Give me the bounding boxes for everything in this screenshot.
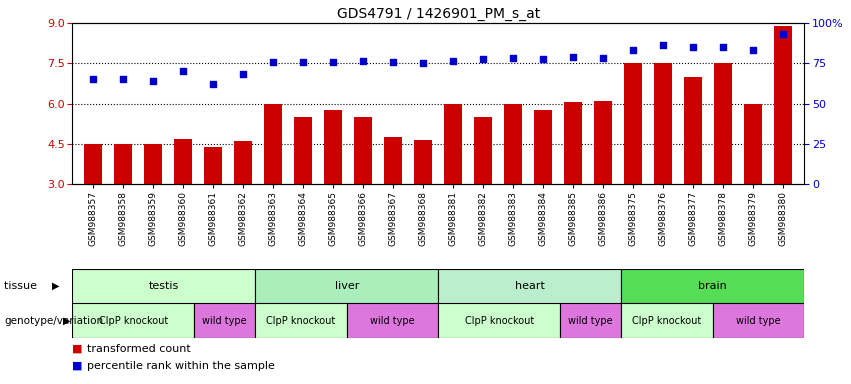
Bar	[444, 104, 462, 184]
Point	[717, 44, 730, 50]
Point	[687, 44, 700, 50]
Bar	[72, 303, 194, 338]
Bar	[474, 117, 492, 184]
Text: wild type: wild type	[203, 316, 247, 326]
Text: ▶: ▶	[52, 281, 60, 291]
Point	[626, 47, 640, 53]
Point	[746, 47, 760, 53]
Point	[536, 56, 550, 62]
Text: brain: brain	[699, 281, 727, 291]
Bar	[621, 269, 804, 303]
Bar	[114, 144, 132, 184]
Text: ClpP knockout: ClpP knockout	[99, 316, 168, 326]
Text: transformed count: transformed count	[87, 344, 191, 354]
Bar	[414, 140, 432, 184]
Text: wild type: wild type	[568, 316, 613, 326]
Bar	[594, 101, 612, 184]
Point	[146, 78, 160, 84]
Point	[597, 55, 610, 61]
Text: wild type: wild type	[370, 316, 414, 326]
Bar	[72, 269, 255, 303]
Bar	[234, 141, 252, 184]
Text: heart: heart	[515, 281, 545, 291]
Bar	[564, 103, 582, 184]
Text: ■: ■	[72, 361, 83, 371]
Bar	[324, 111, 342, 184]
Bar	[534, 111, 552, 184]
Text: ClpP knockout: ClpP knockout	[465, 316, 534, 326]
Text: wild type: wild type	[736, 316, 780, 326]
Text: ClpP knockout: ClpP knockout	[266, 316, 335, 326]
Bar	[712, 303, 804, 338]
Point	[296, 59, 310, 65]
Bar	[385, 137, 403, 184]
Point	[567, 53, 580, 60]
Bar	[255, 303, 347, 338]
Point	[447, 58, 460, 64]
Point	[117, 76, 130, 83]
Bar	[84, 144, 102, 184]
Bar	[194, 303, 255, 338]
Point	[506, 55, 520, 61]
Bar	[654, 63, 672, 184]
Bar	[255, 269, 438, 303]
Bar	[145, 144, 163, 184]
Bar	[265, 104, 283, 184]
Point	[656, 41, 670, 48]
Text: ClpP knockout: ClpP knockout	[632, 316, 701, 326]
Bar	[438, 269, 621, 303]
Bar	[505, 104, 523, 184]
Bar	[174, 139, 192, 184]
Point	[237, 71, 250, 77]
Bar	[438, 303, 560, 338]
Point	[176, 68, 190, 74]
Point	[266, 59, 280, 65]
Text: tissue: tissue	[4, 281, 41, 291]
Title: GDS4791 / 1426901_PM_s_at: GDS4791 / 1426901_PM_s_at	[337, 7, 540, 21]
Point	[357, 58, 370, 64]
Text: genotype/variation: genotype/variation	[4, 316, 103, 326]
Bar	[774, 26, 792, 184]
Bar	[204, 147, 222, 184]
Bar	[560, 303, 621, 338]
Bar	[621, 303, 712, 338]
Text: liver: liver	[334, 281, 359, 291]
Text: ▶: ▶	[63, 316, 71, 326]
Bar	[346, 303, 438, 338]
Bar	[354, 117, 372, 184]
Bar	[684, 77, 702, 184]
Point	[207, 81, 220, 87]
Point	[327, 59, 340, 65]
Bar	[714, 63, 732, 184]
Point	[416, 60, 430, 66]
Bar	[625, 63, 643, 184]
Point	[87, 76, 100, 83]
Text: percentile rank within the sample: percentile rank within the sample	[87, 361, 275, 371]
Point	[477, 56, 490, 62]
Bar	[745, 104, 762, 184]
Point	[386, 59, 400, 65]
Text: ■: ■	[72, 344, 83, 354]
Text: testis: testis	[149, 281, 179, 291]
Point	[776, 31, 790, 37]
Bar	[294, 117, 312, 184]
